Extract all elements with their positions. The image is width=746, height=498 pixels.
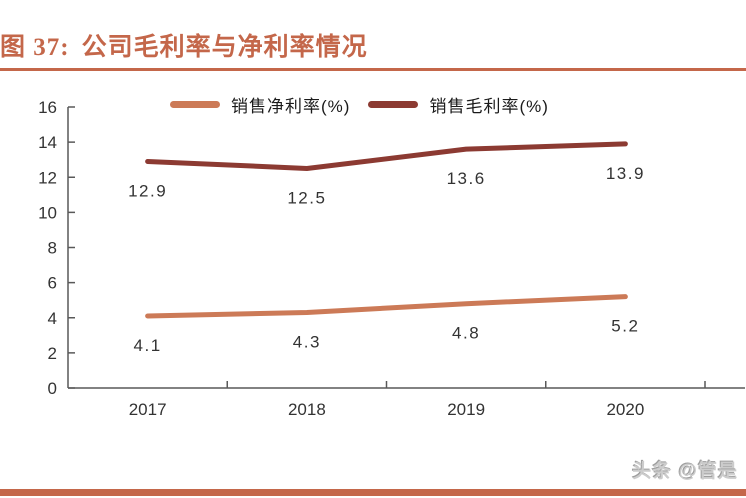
legend-item-net-margin: 销售净利率(%) xyxy=(170,92,350,117)
data-label: 12.9 xyxy=(128,181,167,200)
figure-title-text: 公司毛利率与净利率情况 xyxy=(81,34,368,61)
y-axis-label: 12 xyxy=(38,168,57,187)
data-label: 4.8 xyxy=(452,324,480,343)
net-margin-swatch xyxy=(170,101,220,108)
bottom-accent-bar xyxy=(0,489,746,496)
y-axis-label: 0 xyxy=(48,379,57,398)
chart-legend: 销售净利率(%) 销售毛利率(%) xyxy=(170,92,549,117)
y-axis-label: 8 xyxy=(48,239,57,258)
data-label: 5.2 xyxy=(611,317,639,336)
gross-margin-line xyxy=(145,141,628,171)
net-margin-line xyxy=(145,294,628,319)
y-axis-label: 2 xyxy=(48,344,57,363)
y-axis-label: 6 xyxy=(48,274,57,293)
net-margin-legend-label: 销售净利率(%) xyxy=(231,97,351,116)
figure-title: 图 37: 公司毛利率与净利率情况 xyxy=(0,27,368,63)
legend-item-gross-margin: 销售毛利率(%) xyxy=(368,92,548,117)
watermark: 头条 @管是 xyxy=(632,461,738,482)
x-axis-label: 2018 xyxy=(288,400,326,419)
y-axis-label: 16 xyxy=(38,98,57,117)
title-underline xyxy=(0,68,746,71)
y-axis-label: 14 xyxy=(38,133,57,152)
y-axis-label: 10 xyxy=(38,203,57,222)
x-axis-label: 2017 xyxy=(129,400,167,419)
data-label: 4.1 xyxy=(134,336,162,355)
data-label: 12.5 xyxy=(287,188,326,207)
gross-margin-swatch xyxy=(368,101,419,108)
y-axis-label: 4 xyxy=(48,309,57,328)
x-axis-label: 2020 xyxy=(606,400,644,419)
gross-margin-legend-label: 销售毛利率(%) xyxy=(429,97,549,116)
x-axis-label: 2019 xyxy=(447,400,485,419)
data-label: 13.6 xyxy=(447,169,486,188)
data-label: 4.3 xyxy=(293,332,321,351)
figure-number-label: 图 37: xyxy=(0,34,70,61)
data-label: 13.9 xyxy=(606,164,645,183)
